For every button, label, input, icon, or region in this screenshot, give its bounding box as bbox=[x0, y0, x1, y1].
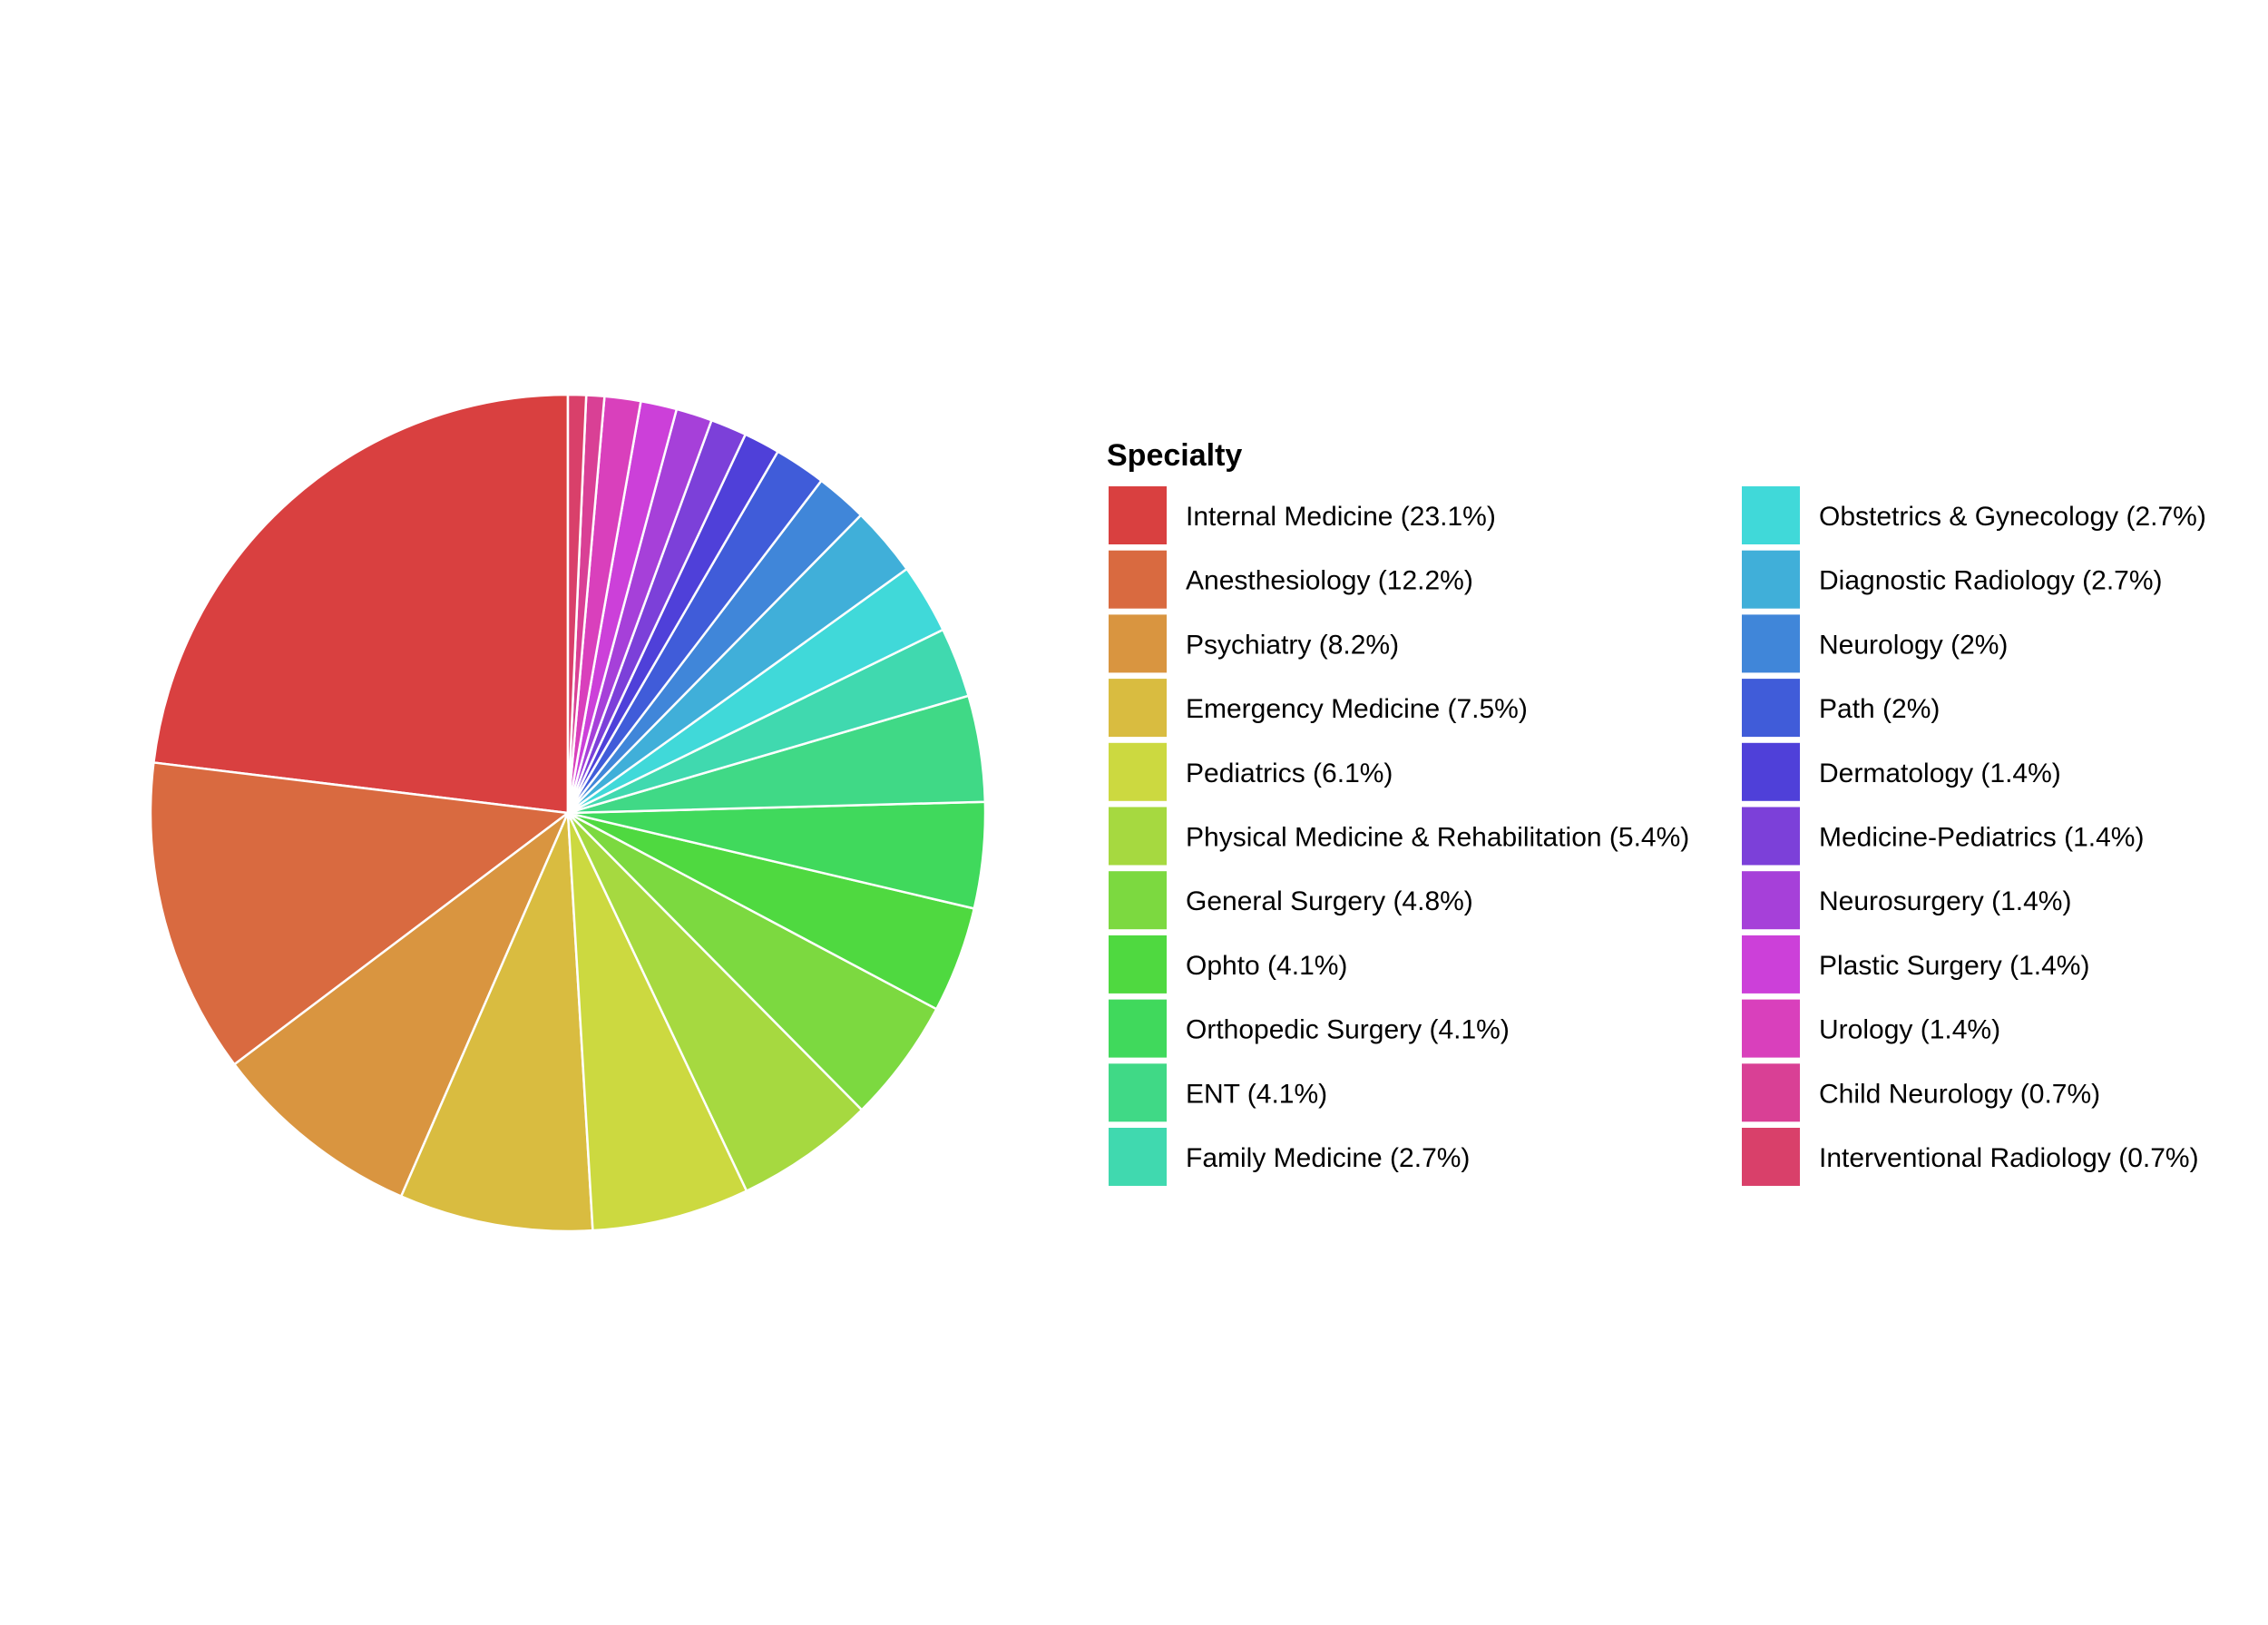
legend-label: Internal Medicine (23.1%) bbox=[1186, 502, 1496, 532]
legend-key bbox=[1109, 550, 1167, 609]
pie-slice bbox=[149, 761, 570, 1066]
legend-label: ENT (4.1%) bbox=[1186, 1079, 1327, 1109]
legend-label: General Surgery (4.8%) bbox=[1186, 886, 1473, 916]
legend-key bbox=[1109, 935, 1167, 994]
legend: Specialty Internal Medicine (23.1%) Anest… bbox=[1107, 438, 2206, 1186]
legend-label: Path (2%) bbox=[1819, 694, 1940, 724]
legend-key bbox=[1742, 679, 1800, 738]
legend-label: Psychiatry (8.2%) bbox=[1186, 630, 1399, 660]
pie-slice bbox=[566, 393, 588, 815]
legend-key bbox=[1109, 679, 1167, 738]
legend-label: Neurosurgery (1.4%) bbox=[1819, 886, 2071, 916]
legend-label: Family Medicine (2.7%) bbox=[1186, 1143, 1470, 1173]
pie-slice bbox=[566, 811, 864, 1192]
legend-key bbox=[1742, 614, 1800, 673]
legend-key bbox=[1109, 486, 1167, 544]
legend-key bbox=[1109, 742, 1167, 801]
legend-label: Medicine-Pediatrics (1.4%) bbox=[1819, 823, 2144, 853]
legend-label: Physical Medicine & Rehabilitation (5.4%… bbox=[1186, 823, 1689, 853]
legend-label: Urology (1.4%) bbox=[1819, 1015, 2000, 1045]
legend-label: Pediatrics (6.1%) bbox=[1186, 759, 1393, 788]
legend-key bbox=[1742, 1063, 1800, 1122]
legend-key bbox=[1742, 486, 1800, 544]
pie-slices bbox=[149, 393, 987, 1233]
legend-key bbox=[1742, 742, 1800, 801]
legend-key bbox=[1109, 1128, 1167, 1186]
legend-key bbox=[1109, 1063, 1167, 1122]
legend-key bbox=[1742, 999, 1800, 1058]
legend-label: Obstetrics & Gynecology (2.7%) bbox=[1819, 502, 2206, 532]
legend-key bbox=[1109, 614, 1167, 673]
legend-label: Ophto (4.1%) bbox=[1186, 951, 1347, 981]
legend-title: Specialty bbox=[1107, 438, 1242, 473]
legend-key bbox=[1109, 807, 1167, 866]
legend-label: Emergency Medicine (7.5%) bbox=[1186, 694, 1528, 724]
legend-label: Interventional Radiology (0.7%) bbox=[1819, 1143, 2199, 1173]
pie-slice bbox=[233, 811, 570, 1198]
pie-slice bbox=[152, 393, 570, 815]
legend-label: Dermatology (1.4%) bbox=[1819, 759, 2061, 788]
legend-label: Plastic Surgery (1.4%) bbox=[1819, 951, 2089, 981]
legend-key bbox=[1742, 807, 1800, 866]
pie-slice bbox=[566, 811, 748, 1232]
legend-label: Child Neurology (0.7%) bbox=[1819, 1079, 2100, 1109]
legend-key bbox=[1742, 1128, 1800, 1186]
legend-label: Orthopedic Surgery (4.1%) bbox=[1186, 1015, 1510, 1045]
legend-label: Diagnostic Radiology (2.7%) bbox=[1819, 566, 2163, 596]
legend-key bbox=[1742, 935, 1800, 994]
legend-key bbox=[1109, 999, 1167, 1058]
legend-key bbox=[1109, 871, 1167, 930]
legend-label: Anesthesiology (12.2%) bbox=[1186, 566, 1473, 596]
legend-key bbox=[1742, 550, 1800, 609]
legend-label: Neurology (2%) bbox=[1819, 630, 2008, 660]
legend-key bbox=[1742, 871, 1800, 930]
pie-slice bbox=[399, 811, 594, 1233]
